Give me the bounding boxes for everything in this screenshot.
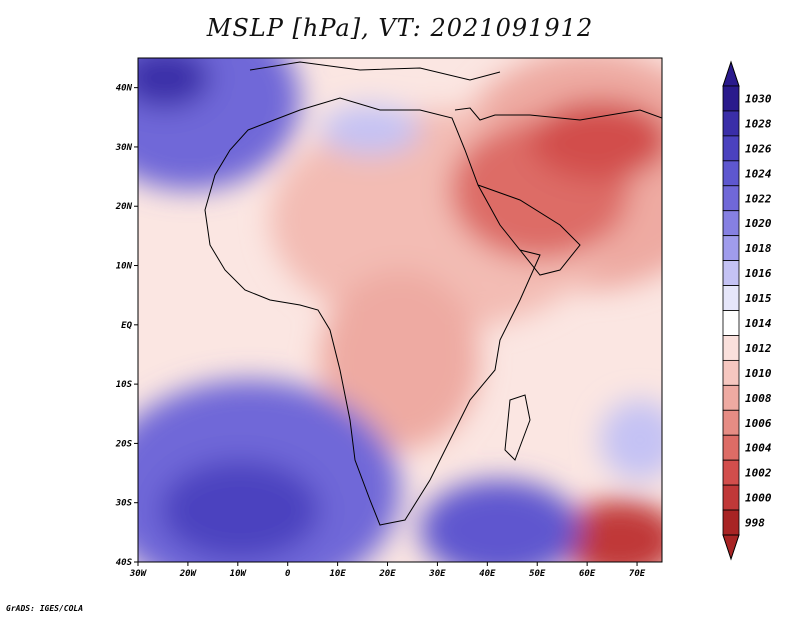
lat-tick-label: EQ: [121, 321, 132, 331]
colorbar-swatch: [722, 434, 740, 461]
lat-tick-label: 30N: [115, 143, 133, 153]
colorbar-swatch: [722, 235, 740, 262]
colorbar-level-label: 1004: [745, 442, 772, 455]
colorbar-level-label: 1022: [745, 192, 772, 205]
colorbar-swatch: [722, 384, 740, 411]
colorbar-level-label: 1010: [745, 367, 772, 380]
lat-tick-label: 20N: [115, 202, 133, 212]
map-frame: [137, 57, 663, 563]
colorbar-swatch: [722, 409, 740, 436]
lat-tick-label: 40N: [116, 84, 133, 94]
colorbar-swatch: [722, 310, 740, 336]
colorbar-level-label: 1028: [745, 117, 772, 130]
coastlines: [204, 61, 662, 526]
colorbar-level-label: 1014: [745, 317, 772, 330]
lon-tick-label: 60E: [579, 569, 596, 579]
colorbar-level-label: 1030: [745, 92, 772, 105]
colorbar-swatch: [722, 285, 740, 311]
colorbar-swatch: [722, 85, 740, 112]
colorbar-top-arrow: [722, 60, 740, 87]
colorbar-swatch: [722, 135, 740, 162]
colorbar-level-label: 1015: [745, 292, 772, 305]
lon-tick-label: 20W: [179, 569, 198, 579]
colorbar-swatch: [722, 185, 740, 212]
lon-tick-label: 30E: [428, 569, 446, 579]
lon-tick-label: 30W: [129, 569, 148, 579]
colorbar-level-label: 1020: [745, 217, 772, 230]
colorbar-swatch: [722, 210, 740, 237]
colorbar-level-label: 1026: [745, 142, 772, 155]
colorbar-swatch: [722, 160, 740, 187]
colorbar-swatch: [722, 110, 740, 137]
lat-tick-label: 10N: [116, 262, 133, 272]
lat-tick-label: 10S: [116, 380, 133, 390]
colorbar-level-label: 998: [745, 517, 765, 530]
lon-tick-label: 20E: [378, 569, 396, 579]
lon-tick-label: 0: [285, 569, 291, 579]
colorbar-swatch: [722, 260, 740, 286]
colorbar-swatch: [722, 459, 740, 486]
lon-tick-label: 40E: [479, 569, 496, 579]
colorbar-level-label: 1008: [745, 392, 772, 405]
lon-tick-label: 70E: [629, 569, 646, 579]
lon-tick-label: 10W: [230, 569, 248, 579]
colorbar-level-label: 1000: [745, 492, 772, 505]
pressure-field: [138, 58, 662, 562]
colorbar-bottom-arrow: [722, 534, 740, 561]
lon-tick-label: 10E: [329, 569, 346, 579]
colorbar-level-label: 1002: [745, 467, 772, 480]
colorbar-swatch: [722, 359, 740, 386]
chart-title: MSLP [hPa], VT: 2021091912: [206, 14, 594, 42]
lon-tick-label: 50E: [529, 569, 546, 579]
colorbar-level-label: 1006: [745, 417, 772, 430]
colorbar-swatch: [722, 484, 740, 511]
colorbar-level-label: 1012: [745, 342, 772, 355]
lat-tick-label: 30S: [115, 499, 133, 509]
colorbar-swatch: [722, 509, 740, 536]
colorbar-swatch: [722, 335, 740, 361]
lat-tick-label: 40S: [116, 558, 133, 568]
colorbar-level-label: 1018: [745, 242, 772, 255]
colorbar-level-label: 1016: [745, 267, 772, 280]
lat-tick-label: 20S: [115, 439, 133, 449]
colorbar-level-label: 1024: [745, 167, 772, 180]
credit-text: GrADS: IGES/COLA: [6, 604, 84, 613]
